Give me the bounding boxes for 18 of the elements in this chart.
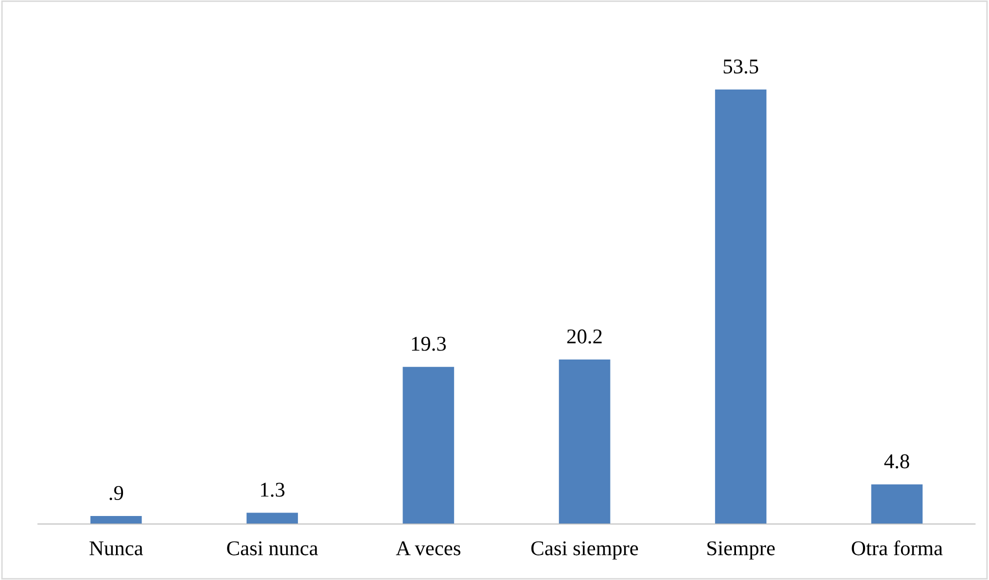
bar (90, 516, 142, 524)
x-tick-label: Nunca (89, 541, 143, 556)
data-label: 19.3 (412, 336, 446, 351)
bar (246, 512, 298, 524)
data-label: 4.8 (884, 454, 910, 468)
x-tick-label: Otra forma (852, 540, 943, 556)
x-tick-label: Siempre (707, 541, 775, 560)
data-label: 1.3 (261, 482, 284, 497)
bar (558, 360, 610, 524)
x-tick-label: A veces (396, 541, 460, 556)
data-label: 53.5 (724, 60, 758, 74)
bar (402, 366, 454, 524)
data-label: .9 (110, 486, 124, 500)
x-tick-label: Casi nunca (227, 541, 318, 556)
bar (871, 484, 923, 524)
data-label: 20.2 (567, 329, 602, 344)
bar (715, 90, 766, 524)
x-tick-label: Casi siempre (531, 541, 638, 560)
